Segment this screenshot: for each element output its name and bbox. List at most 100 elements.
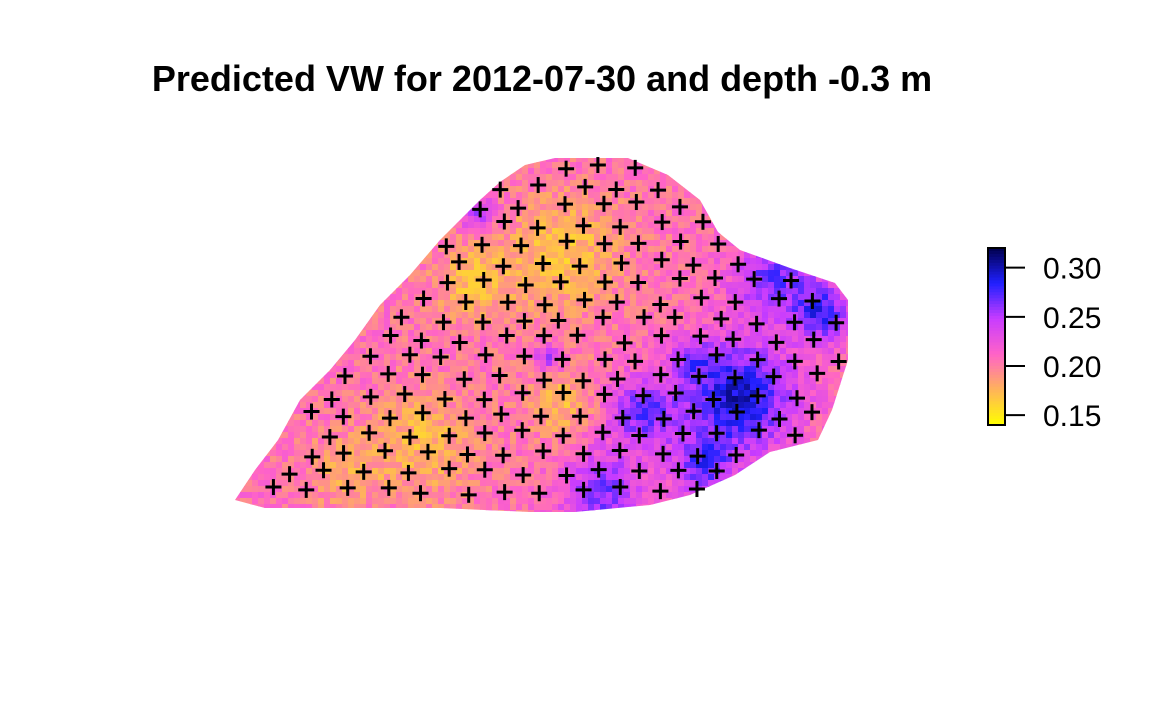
raster-cell — [324, 324, 331, 331]
raster-cell — [852, 156, 859, 163]
raster-cell — [372, 432, 379, 439]
raster-cell — [594, 174, 601, 181]
raster-cell — [594, 366, 601, 373]
raster-cell — [235, 210, 241, 217]
raster-cell — [462, 360, 469, 367]
raster-cell — [235, 360, 241, 367]
raster-cell — [588, 258, 595, 265]
raster-cell — [432, 258, 439, 265]
raster-cell — [678, 162, 685, 169]
raster-cell — [306, 276, 313, 283]
raster-cell — [228, 282, 235, 289]
raster-cell — [264, 168, 271, 175]
raster-cell — [720, 246, 727, 253]
raster-cell — [660, 168, 667, 175]
raster-cell — [486, 204, 493, 211]
raster-cell — [726, 264, 733, 271]
raster-cell — [252, 372, 259, 379]
raster-cell — [450, 366, 457, 373]
raster-cell — [288, 168, 295, 175]
raster-cell — [666, 246, 673, 253]
raster-cell — [846, 408, 848, 415]
raster-cell — [360, 360, 367, 367]
raster-cell — [720, 348, 727, 355]
raster-cell — [336, 354, 343, 361]
raster-cell — [390, 240, 397, 247]
raster-cell — [750, 204, 757, 211]
raster-cell — [786, 372, 793, 379]
raster-cell — [522, 336, 529, 343]
raster-cell — [306, 336, 313, 343]
raster-cell — [330, 318, 337, 325]
raster-cell — [672, 366, 679, 373]
raster-cell — [318, 222, 325, 229]
raster-cell — [396, 210, 403, 217]
raster-cell — [714, 294, 721, 301]
raster-cell — [582, 432, 589, 439]
raster-cell — [642, 336, 649, 343]
raster-cell — [570, 300, 577, 307]
raster-cell — [288, 210, 295, 217]
raster-cell — [618, 234, 625, 241]
raster-cell — [498, 246, 505, 253]
raster-cell — [798, 162, 805, 169]
raster-cell — [276, 372, 283, 379]
raster-cell — [384, 186, 391, 193]
raster-cell — [294, 258, 301, 265]
raster-cell — [228, 336, 235, 343]
raster-cell — [750, 372, 757, 379]
raster-cell — [240, 408, 247, 415]
raster-cell — [450, 276, 457, 283]
raster-cell — [360, 180, 367, 187]
raster-cell — [522, 158, 529, 163]
raster-cell — [558, 300, 565, 307]
raster-cell — [762, 216, 769, 223]
raster-cell — [276, 432, 283, 439]
raster-cell — [546, 240, 553, 247]
raster-cell — [846, 354, 848, 361]
raster-cell — [570, 288, 577, 295]
raster-cell — [690, 366, 697, 373]
raster-cell — [678, 360, 685, 367]
raster-cell — [624, 354, 631, 361]
raster-cell — [426, 258, 433, 265]
raster-cell — [378, 216, 385, 223]
raster-cell — [510, 186, 517, 193]
raster-cell — [570, 158, 577, 163]
raster-cell — [678, 264, 685, 271]
raster-cell — [810, 324, 817, 331]
raster-cell — [696, 288, 703, 295]
raster-cell — [498, 390, 505, 397]
raster-cell — [834, 174, 841, 181]
raster-cell — [564, 414, 571, 421]
raster-cell — [456, 402, 463, 409]
raster-cell — [408, 378, 415, 385]
raster-cell — [684, 210, 691, 217]
raster-cell — [252, 282, 259, 289]
raster-cell — [396, 162, 403, 169]
raster-cell — [756, 180, 763, 187]
raster-cell — [396, 168, 403, 175]
raster-cell — [342, 324, 349, 331]
raster-cell — [666, 330, 673, 337]
raster-cell — [384, 330, 391, 337]
raster-cell — [378, 158, 385, 163]
raster-cell — [684, 324, 691, 331]
raster-cell — [576, 168, 583, 175]
raster-cell — [606, 360, 613, 367]
raster-cell — [378, 306, 385, 313]
raster-cell — [588, 234, 595, 241]
raster-cell — [738, 354, 745, 361]
raster-cell — [408, 258, 415, 265]
raster-cell — [528, 414, 535, 421]
raster-cell — [270, 294, 277, 301]
raster-cell — [666, 204, 673, 211]
raster-cell — [738, 192, 745, 199]
raster-cell — [630, 294, 637, 301]
raster-cell — [780, 168, 787, 175]
raster-cell — [726, 288, 733, 295]
raster-cell — [636, 306, 643, 313]
raster-cell — [372, 360, 379, 367]
raster-cell — [402, 168, 409, 175]
raster-cell — [450, 408, 457, 415]
